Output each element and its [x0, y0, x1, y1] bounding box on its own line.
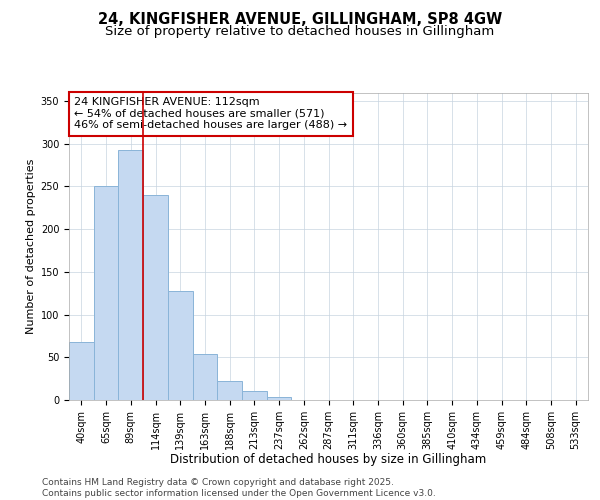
Bar — [217, 381, 242, 400]
Text: Size of property relative to detached houses in Gillingham: Size of property relative to detached ho… — [106, 25, 494, 38]
Text: Contains HM Land Registry data © Crown copyright and database right 2025.
Contai: Contains HM Land Registry data © Crown c… — [42, 478, 436, 498]
Bar — [118, 150, 143, 400]
Bar — [69, 342, 94, 400]
Bar — [94, 186, 118, 400]
Bar — [242, 392, 267, 400]
Text: 24 KINGFISHER AVENUE: 112sqm
← 54% of detached houses are smaller (571)
46% of s: 24 KINGFISHER AVENUE: 112sqm ← 54% of de… — [74, 97, 347, 130]
Bar — [193, 354, 217, 400]
Bar — [267, 396, 292, 400]
Bar — [168, 290, 193, 400]
Y-axis label: Number of detached properties: Number of detached properties — [26, 158, 37, 334]
Bar — [143, 195, 168, 400]
Text: 24, KINGFISHER AVENUE, GILLINGHAM, SP8 4GW: 24, KINGFISHER AVENUE, GILLINGHAM, SP8 4… — [98, 12, 502, 28]
X-axis label: Distribution of detached houses by size in Gillingham: Distribution of detached houses by size … — [170, 454, 487, 466]
